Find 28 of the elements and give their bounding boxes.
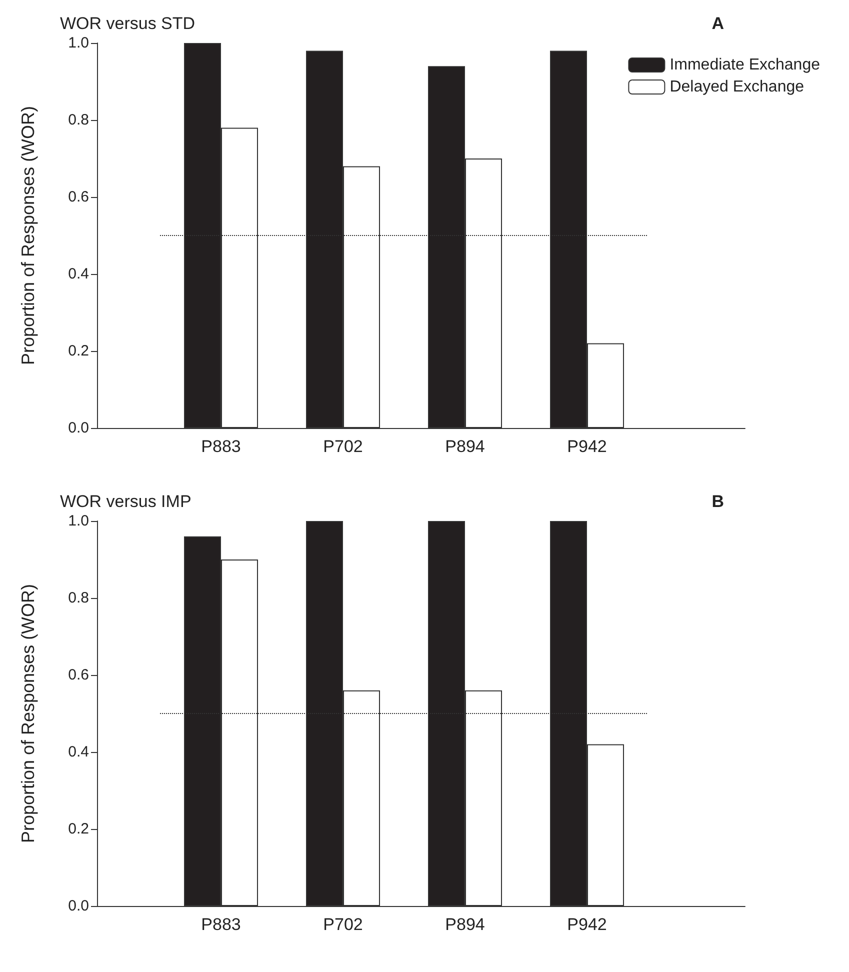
x-tick-label: P942 xyxy=(567,437,607,456)
y-axis-title: Proportion of Responses (WOR) xyxy=(18,584,38,844)
y-tick-label: 0.0 xyxy=(68,898,89,914)
y-tick-label: 1.0 xyxy=(68,34,89,52)
y-axis-title: Proportion of Responses (WOR) xyxy=(18,106,38,366)
text: B xyxy=(712,492,724,511)
x-tick-label: P702 xyxy=(323,437,363,456)
x-tick-label: P894 xyxy=(445,437,485,456)
y-tick-label: 0.6 xyxy=(68,188,89,206)
x-tick-label: P883 xyxy=(201,915,241,934)
chart-title: WOR versus IMP xyxy=(60,492,192,511)
chart-title: WOR versus STD xyxy=(60,14,196,33)
legend-label: Delayed Exchange xyxy=(670,78,804,96)
x-tick-label: P894 xyxy=(445,915,485,934)
y-tick-label: 0.8 xyxy=(68,590,89,606)
legend-label: Immediate Exchange xyxy=(670,56,820,74)
y-tick-label: 0.2 xyxy=(68,820,89,838)
y-tick-label: 1.0 xyxy=(68,512,89,530)
x-tick-label: P883 xyxy=(201,437,241,456)
y-tick-label: 0.2 xyxy=(68,342,89,360)
y-tick-label: 0.6 xyxy=(68,666,89,684)
y-tick-label: 0.4 xyxy=(68,266,89,282)
x-tick-label: P702 xyxy=(323,915,363,934)
x-tick-label: P942 xyxy=(567,915,607,934)
y-tick-label: 0.0 xyxy=(68,420,89,436)
y-tick-label: 0.8 xyxy=(68,112,89,128)
y-tick-label: 0.4 xyxy=(68,744,89,760)
text: A xyxy=(712,14,724,33)
